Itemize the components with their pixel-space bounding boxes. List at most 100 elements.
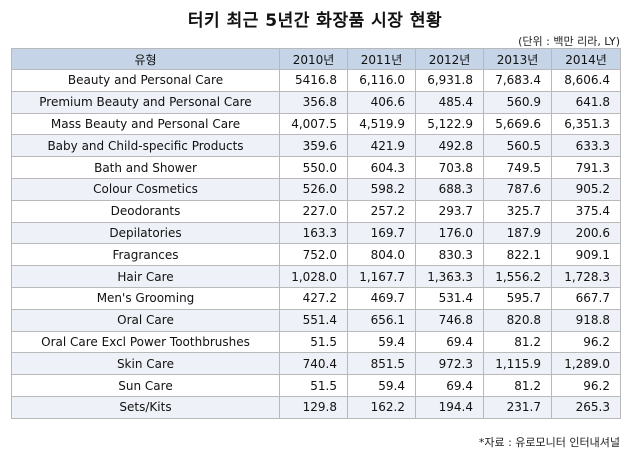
- value-cell: 356.8: [279, 90, 348, 114]
- value-cell: 905.2: [551, 177, 621, 201]
- value-cell: 176.0: [415, 221, 484, 245]
- value-cell: 4,007.5: [279, 112, 348, 136]
- value-cell: 8,606.4: [551, 69, 621, 92]
- value-cell: 7,683.4: [483, 69, 552, 92]
- value-cell: 51.5: [279, 330, 348, 354]
- value-cell: 749.5: [483, 156, 552, 179]
- value-cell: 325.7: [483, 199, 552, 223]
- table-row: Oral Care 551.4 656.1 746.8 820.8 918.8: [11, 308, 621, 332]
- value-cell: 485.4: [415, 90, 484, 114]
- value-cell: 531.4: [415, 286, 484, 310]
- table-row: Premium Beauty and Personal Care 356.8 406…: [11, 90, 621, 114]
- value-cell: 752.0: [279, 243, 348, 267]
- table-row: Depilatories 163.3 169.7 176.0 187.9 200.6: [11, 221, 621, 245]
- value-cell: 1,556.2: [483, 265, 552, 288]
- value-cell: 822.1: [483, 243, 552, 267]
- value-cell: 187.9: [483, 221, 552, 245]
- table-row: Men's Grooming 427.2 469.7 531.4 595.7 667.7: [11, 286, 621, 310]
- value-cell: 560.5: [483, 134, 552, 158]
- value-cell: 595.7: [483, 286, 552, 310]
- value-cell: 526.0: [279, 177, 348, 201]
- value-cell: 375.4: [551, 199, 621, 223]
- value-cell: 6,116.0: [347, 69, 416, 92]
- table-row: Mass Beauty and Personal Care 4,007.5 4,51…: [11, 112, 621, 136]
- row-label: Beauty and Personal Care: [11, 69, 280, 92]
- value-cell: 1,363.3: [415, 265, 484, 288]
- value-cell: 5416.8: [279, 69, 348, 92]
- row-label: Men's Grooming: [11, 286, 280, 310]
- value-cell: 69.4: [415, 374, 484, 397]
- header-2011: 2011년: [347, 48, 416, 70]
- value-cell: 909.1: [551, 243, 621, 267]
- value-cell: 81.2: [483, 330, 552, 354]
- value-cell: 81.2: [483, 374, 552, 397]
- value-cell: 51.5: [279, 374, 348, 397]
- value-cell: 6,351.3: [551, 112, 621, 136]
- header-2014: 2014년: [551, 48, 621, 70]
- unit-note: (단위 : 백만 리라, LY): [518, 35, 620, 48]
- value-cell: 550.0: [279, 156, 348, 179]
- value-cell: 1,028.0: [279, 265, 348, 288]
- table-row: Sun Care 51.5 59.4 69.4 81.2 96.2: [11, 374, 621, 397]
- table-row: Beauty and Personal Care 5416.8 6,116.0 6,9…: [11, 69, 621, 92]
- value-cell: 59.4: [347, 330, 416, 354]
- table-row: Fragrances 752.0 804.0 830.3 822.1 909.1: [11, 243, 621, 267]
- row-label: Colour Cosmetics: [11, 177, 280, 201]
- value-cell: 656.1: [347, 308, 416, 332]
- value-cell: 598.2: [347, 177, 416, 201]
- row-label: Oral Care: [11, 308, 280, 332]
- value-cell: 231.7: [483, 395, 552, 419]
- value-cell: 1,115.9: [483, 352, 552, 376]
- header-2013: 2013년: [483, 48, 552, 70]
- value-cell: 227.0: [279, 199, 348, 223]
- value-cell: 791.3: [551, 156, 621, 179]
- market-table: 유형 2010년 2011년 2012년 2013년 2014년 Beauty …: [11, 48, 621, 419]
- value-cell: 5,122.9: [415, 112, 484, 136]
- value-cell: 162.2: [347, 395, 416, 419]
- value-cell: 551.4: [279, 308, 348, 332]
- row-label: Sets/Kits: [11, 395, 280, 419]
- value-cell: 4,519.9: [347, 112, 416, 136]
- value-cell: 194.4: [415, 395, 484, 419]
- value-cell: 641.8: [551, 90, 621, 114]
- header-2012: 2012년: [415, 48, 484, 70]
- page-title: 터키 최근 5년간 화장품 시장 현황: [187, 11, 443, 31]
- row-label: Oral Care Excl Power Toothbrushes: [11, 330, 280, 354]
- value-cell: 421.9: [347, 134, 416, 158]
- row-label: Fragrances: [11, 243, 280, 267]
- table-row: Hair Care 1,028.0 1,167.7 1,363.3 1,556.2 1,7…: [11, 265, 621, 288]
- row-label: Baby and Child-specific Products: [11, 134, 280, 158]
- value-cell: 560.9: [483, 90, 552, 114]
- value-cell: 787.6: [483, 177, 552, 201]
- value-cell: 918.8: [551, 308, 621, 332]
- value-cell: 492.8: [415, 134, 484, 158]
- value-cell: 169.7: [347, 221, 416, 245]
- value-cell: 633.3: [551, 134, 621, 158]
- value-cell: 265.3: [551, 395, 621, 419]
- header-2010: 2010년: [279, 48, 348, 70]
- row-label: Deodorants: [11, 199, 280, 223]
- value-cell: 604.3: [347, 156, 416, 179]
- table-row: Oral Care Excl Power Toothbrushes 51.5 59.…: [11, 330, 621, 354]
- value-cell: 688.3: [415, 177, 484, 201]
- value-cell: 1,167.7: [347, 265, 416, 288]
- table-row: Deodorants 227.0 257.2 293.7 325.7 375.4: [11, 199, 621, 223]
- value-cell: 59.4: [347, 374, 416, 397]
- value-cell: 703.8: [415, 156, 484, 179]
- table-body: Beauty and Personal Care 5416.8 6,116.0 6,9…: [11, 69, 621, 419]
- value-cell: 293.7: [415, 199, 484, 223]
- table-row: Skin Care 740.4 851.5 972.3 1,115.9 1,289.0: [11, 352, 621, 376]
- value-cell: 406.6: [347, 90, 416, 114]
- value-cell: 163.3: [279, 221, 348, 245]
- row-label: Hair Care: [11, 265, 280, 288]
- value-cell: 257.2: [347, 199, 416, 223]
- source-note: *자료 : 유로모니터 인터내셔널: [478, 436, 620, 449]
- value-cell: 96.2: [551, 374, 621, 397]
- value-cell: 1,728.3: [551, 265, 621, 288]
- table-row: Sets/Kits 129.8 162.2 194.4 231.7 265.3: [11, 395, 621, 419]
- row-label: Sun Care: [11, 374, 280, 397]
- row-label: Skin Care: [11, 352, 280, 376]
- value-cell: 469.7: [347, 286, 416, 310]
- value-cell: 972.3: [415, 352, 484, 376]
- value-cell: 96.2: [551, 330, 621, 354]
